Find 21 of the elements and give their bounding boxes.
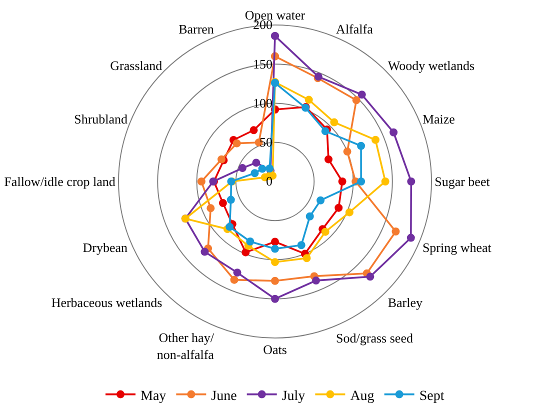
spoke-label: Sugar beet (434, 174, 490, 190)
spoke-label: Fallow/idle crop land (4, 174, 116, 190)
spoke-label: Alfalfa (336, 21, 374, 36)
spoke-label: Oats (263, 342, 287, 358)
spoke-label: Herbaceous wetlands (51, 294, 162, 310)
y-tick-label: 150 (253, 56, 273, 72)
spoke-label: Barley (388, 294, 424, 310)
legend-label: June (211, 388, 237, 404)
spoke-label: Shrubland (74, 112, 128, 127)
legend-label: May (140, 388, 166, 404)
spoke-label: Other hay/non-alfalfa (156, 330, 214, 362)
legend-label: Aug (350, 388, 374, 404)
spoke-label: Maize (422, 112, 456, 127)
spoke-label: Spring wheat (422, 240, 492, 255)
spoke-label: Woody wetlands (388, 58, 475, 74)
legend-label: Sept (419, 388, 444, 404)
spoke-label: Sod/grass seed (336, 330, 414, 346)
spoke-label: Barren (178, 21, 214, 36)
spoke-label: Grassland (110, 58, 163, 74)
legend-label: July (282, 388, 306, 404)
spoke-label: Drybean (82, 240, 128, 255)
